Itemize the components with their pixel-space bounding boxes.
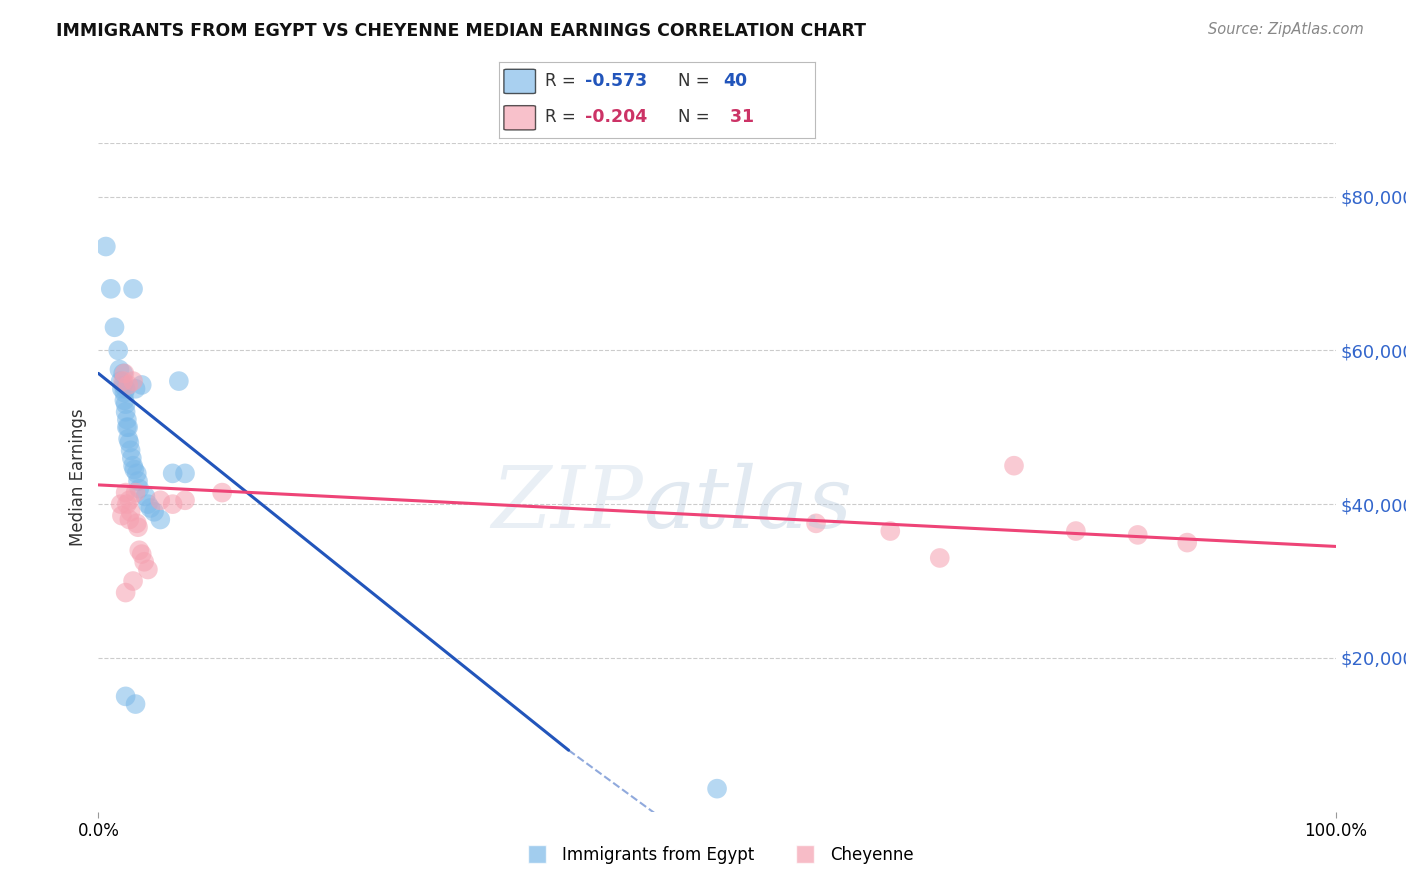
Point [111,508,134,523]
Point [136,562,159,576]
Point [128,543,150,558]
Point [100,282,122,296]
Point [879,524,901,538]
Point [1126,528,1149,542]
Point [108,362,131,376]
Point [114,382,136,396]
Point [115,497,138,511]
Text: 31: 31 [724,109,754,127]
Point [115,412,138,426]
Point [136,497,159,511]
Point [162,467,184,481]
Point [174,493,197,508]
Point [118,493,141,508]
Point [127,520,149,534]
Point [128,482,150,496]
Text: ZIP: ZIP [491,463,643,545]
Point [1175,535,1198,549]
FancyBboxPatch shape [503,105,536,130]
Point [114,585,136,599]
Point [112,385,135,400]
Point [114,405,136,419]
Point [110,497,132,511]
Point [120,505,142,519]
Text: -0.204: -0.204 [585,109,647,127]
Point [125,467,148,481]
Point [706,781,728,796]
Point [167,374,190,388]
Point [211,485,233,500]
Point [149,512,172,526]
Point [162,497,184,511]
Point [103,320,125,334]
Point [122,374,145,388]
Point [134,490,156,504]
Point [124,382,146,396]
Point [134,555,156,569]
Point [174,467,197,481]
Point [112,367,135,381]
Point [122,574,145,588]
Point [121,450,143,465]
Point [114,397,136,411]
Text: -0.573: -0.573 [585,72,647,90]
Point [112,378,135,392]
Text: Source: ZipAtlas.com: Source: ZipAtlas.com [1208,22,1364,37]
Point [127,474,149,488]
Text: IMMIGRANTS FROM EGYPT VS CHEYENNE MEDIAN EARNINGS CORRELATION CHART: IMMIGRANTS FROM EGYPT VS CHEYENNE MEDIAN… [56,22,866,40]
Point [122,458,145,473]
Point [114,690,136,704]
Text: 40: 40 [724,72,748,90]
Y-axis label: Median Earnings: Median Earnings [69,409,87,546]
Point [112,374,135,388]
Point [112,367,135,381]
Point [111,382,134,396]
Text: atlas: atlas [643,463,852,545]
Point [94,239,117,253]
Point [118,512,141,526]
Point [115,420,138,434]
Point [124,697,146,711]
Text: R =: R = [546,109,581,127]
Point [114,485,136,500]
Legend: Immigrants from Egypt, Cheyenne: Immigrants from Egypt, Cheyenne [515,839,920,871]
Point [139,500,162,515]
Point [117,432,139,446]
Point [110,374,132,388]
Text: R =: R = [546,72,581,90]
Point [149,493,172,508]
Point [120,443,142,458]
Point [117,420,139,434]
Point [804,516,827,531]
Point [928,551,950,566]
Point [131,547,153,561]
Text: N =: N = [678,109,714,127]
Point [131,378,153,392]
Point [122,282,145,296]
Point [117,378,139,392]
Point [124,485,146,500]
Text: N =: N = [678,72,714,90]
Point [107,343,129,358]
Point [112,393,135,408]
Point [118,435,141,450]
Point [143,505,166,519]
FancyBboxPatch shape [503,70,536,94]
Point [125,516,148,531]
Point [1002,458,1025,473]
Point [124,462,146,476]
Point [1064,524,1087,538]
